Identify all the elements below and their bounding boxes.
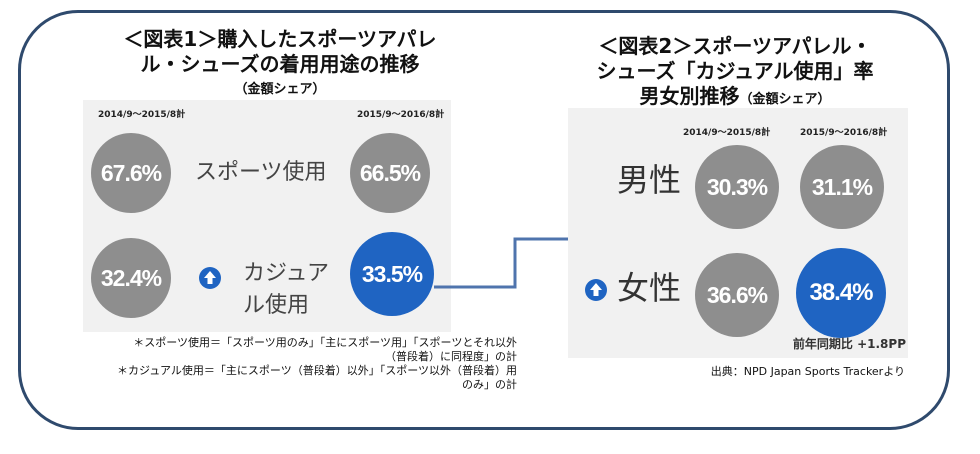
figure1-title: ＜図表1＞購入したスポーツアパレ ル・シューズの着用用途の推移 （金額シェア） — [105, 27, 455, 102]
figure2-male-current-circle: 31.1% — [800, 145, 884, 229]
figure2-title-line1: ＜図表2＞スポーツアパレル・ — [598, 34, 872, 58]
figure2-subtitle: （金額シェア） — [739, 92, 831, 107]
figure1-casual-prior-circle: 32.4% — [91, 238, 171, 318]
figure2-female-current-circle: 38.4% — [796, 248, 886, 338]
up-arrow-icon — [585, 279, 607, 301]
source-note: 出典：NPD Japan Sports Trackerより — [710, 365, 905, 378]
figure1-sports-current-circle: 66.5% — [350, 133, 430, 213]
figure2-title: ＜図表2＞スポーツアパレル・ シューズ「カジュアル使用」率 男女別推移（金額シェ… — [570, 34, 900, 112]
figure1-sports-prior-circle: 67.6% — [91, 133, 171, 213]
up-arrow-icon — [199, 267, 221, 289]
figure1-note-line4: のみ」の計 — [462, 378, 517, 391]
figure2-yoy-note: 前年同期比 +1.8PP — [792, 337, 906, 351]
figure1-notes: ＊スポーツ使用＝「スポーツ用のみ」「主にスポーツ用」「スポーツとそれ以外 （普段… — [85, 336, 517, 392]
figure1-note-line1: ＊スポーツ使用＝「スポーツ用のみ」「主にスポーツ用」「スポーツとそれ以外 — [133, 336, 517, 349]
figure2-title-line2: シューズ「カジュアル使用」率 — [596, 59, 874, 83]
figure2-period-left: 2014/9～2015/8計 — [683, 128, 771, 138]
figure1-title-line1: ＜図表1＞購入したスポーツアパレ — [123, 27, 437, 51]
figure1-row2-label: カジュア ル使用 — [243, 258, 329, 322]
figure1-row2-label-line2: ル使用 — [243, 293, 310, 318]
figure1-casual-current-circle: 33.5% — [350, 232, 434, 316]
figure1-subtitle: （金額シェア） — [234, 82, 326, 97]
figure2-period-right: 2015/9～2016/8計 — [800, 128, 888, 138]
figure1-note-line3: ＊カジュアル使用＝「主にスポーツ（普段着）以外」「スポーツ以外（普段着）用 — [117, 364, 517, 377]
figure2-male-prior-circle: 30.3% — [695, 145, 779, 229]
figure2-row2-label: 女性 — [617, 269, 682, 307]
figure1-title-line2: ル・シューズの着用用途の推移 — [140, 52, 420, 76]
rounded-frame — [18, 10, 950, 430]
figure2-female-prior-circle: 36.6% — [695, 253, 779, 337]
figure1-period-left: 2014/9～2015/8計 — [98, 110, 186, 120]
figure2-title-line3: 男女別推移 — [639, 84, 740, 108]
figure1-period-right: 2015/9～2016/8計 — [357, 110, 445, 120]
figure2-row1-label: 男性 — [617, 161, 682, 199]
figure1-note-line2: （普段着）に同程度」の計 — [385, 350, 517, 363]
figure1-row2-label-line1: カジュア — [243, 261, 330, 286]
figure1-row1-label: スポーツ使用 — [195, 160, 327, 185]
